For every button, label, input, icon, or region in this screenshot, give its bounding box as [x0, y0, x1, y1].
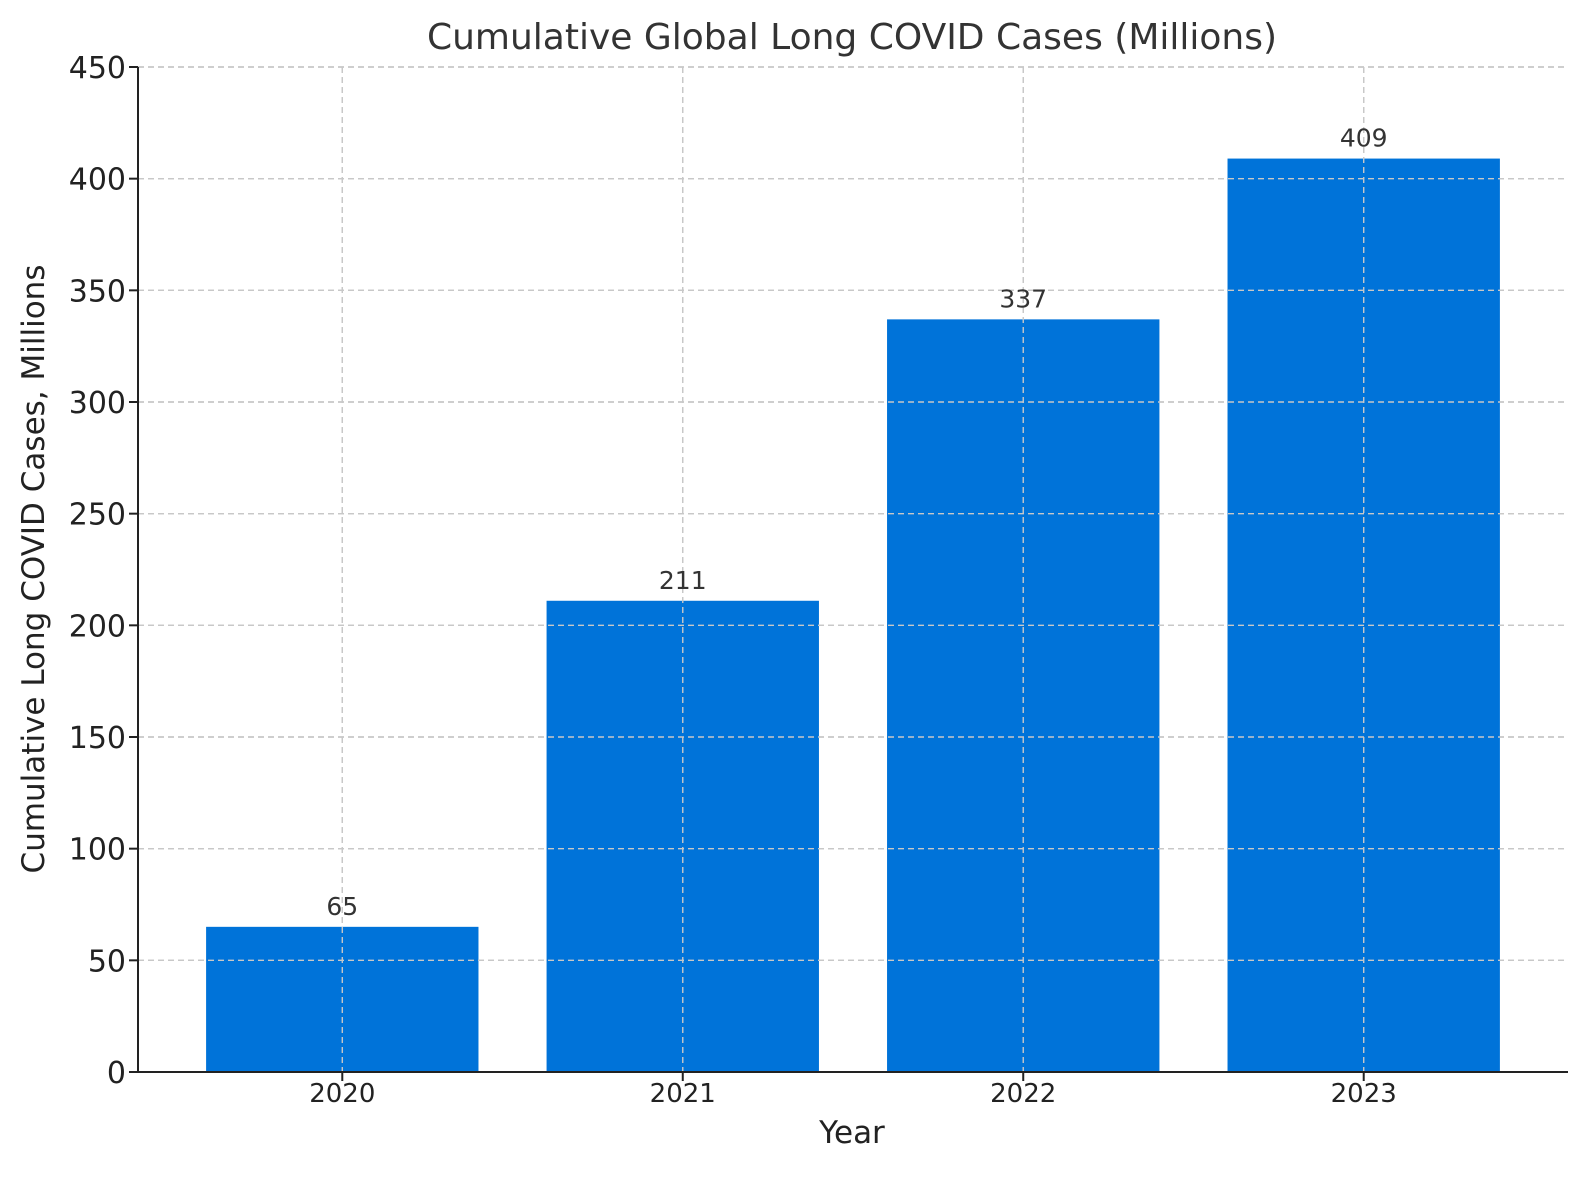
bar-2023 [1227, 158, 1500, 1073]
bar-value-label: 337 [999, 284, 1047, 313]
y-tick-label: 0 [107, 1056, 126, 1091]
y-tick-label: 200 [69, 609, 126, 644]
x-tick-label: 2023 [1331, 1079, 1397, 1109]
y-tick-label: 100 [69, 833, 126, 868]
bar-value-label: 65 [326, 892, 358, 921]
y-tick-label: 250 [69, 498, 126, 533]
x-axis-label: Year [818, 1115, 885, 1151]
y-tick-label: 150 [69, 721, 126, 756]
y-tick-label: 450 [69, 51, 126, 86]
x-tick-label: 2021 [650, 1079, 716, 1109]
labels: 0 50 100 150 200 250 300 350 400 450 65 211 337 409 20… [69, 51, 1397, 1109]
axes [129, 66, 1568, 1081]
y-axis-label: Cumulative Long COVID Cases, Millions [16, 265, 52, 874]
y-tick-label: 300 [69, 386, 126, 421]
y-tick-label: 350 [69, 274, 126, 309]
bar-2022 [887, 319, 1160, 1072]
y-tick-label: 50 [88, 944, 126, 979]
bar-value-label: 211 [659, 566, 707, 595]
x-tick-label: 2022 [990, 1079, 1056, 1109]
x-tick-label: 2020 [309, 1079, 375, 1109]
bar-value-label: 409 [1340, 124, 1388, 153]
y-tick-label: 400 [69, 163, 126, 198]
bars [138, 66, 1568, 1073]
chart-title: Cumulative Global Long COVID Cases (Mill… [427, 17, 1277, 58]
